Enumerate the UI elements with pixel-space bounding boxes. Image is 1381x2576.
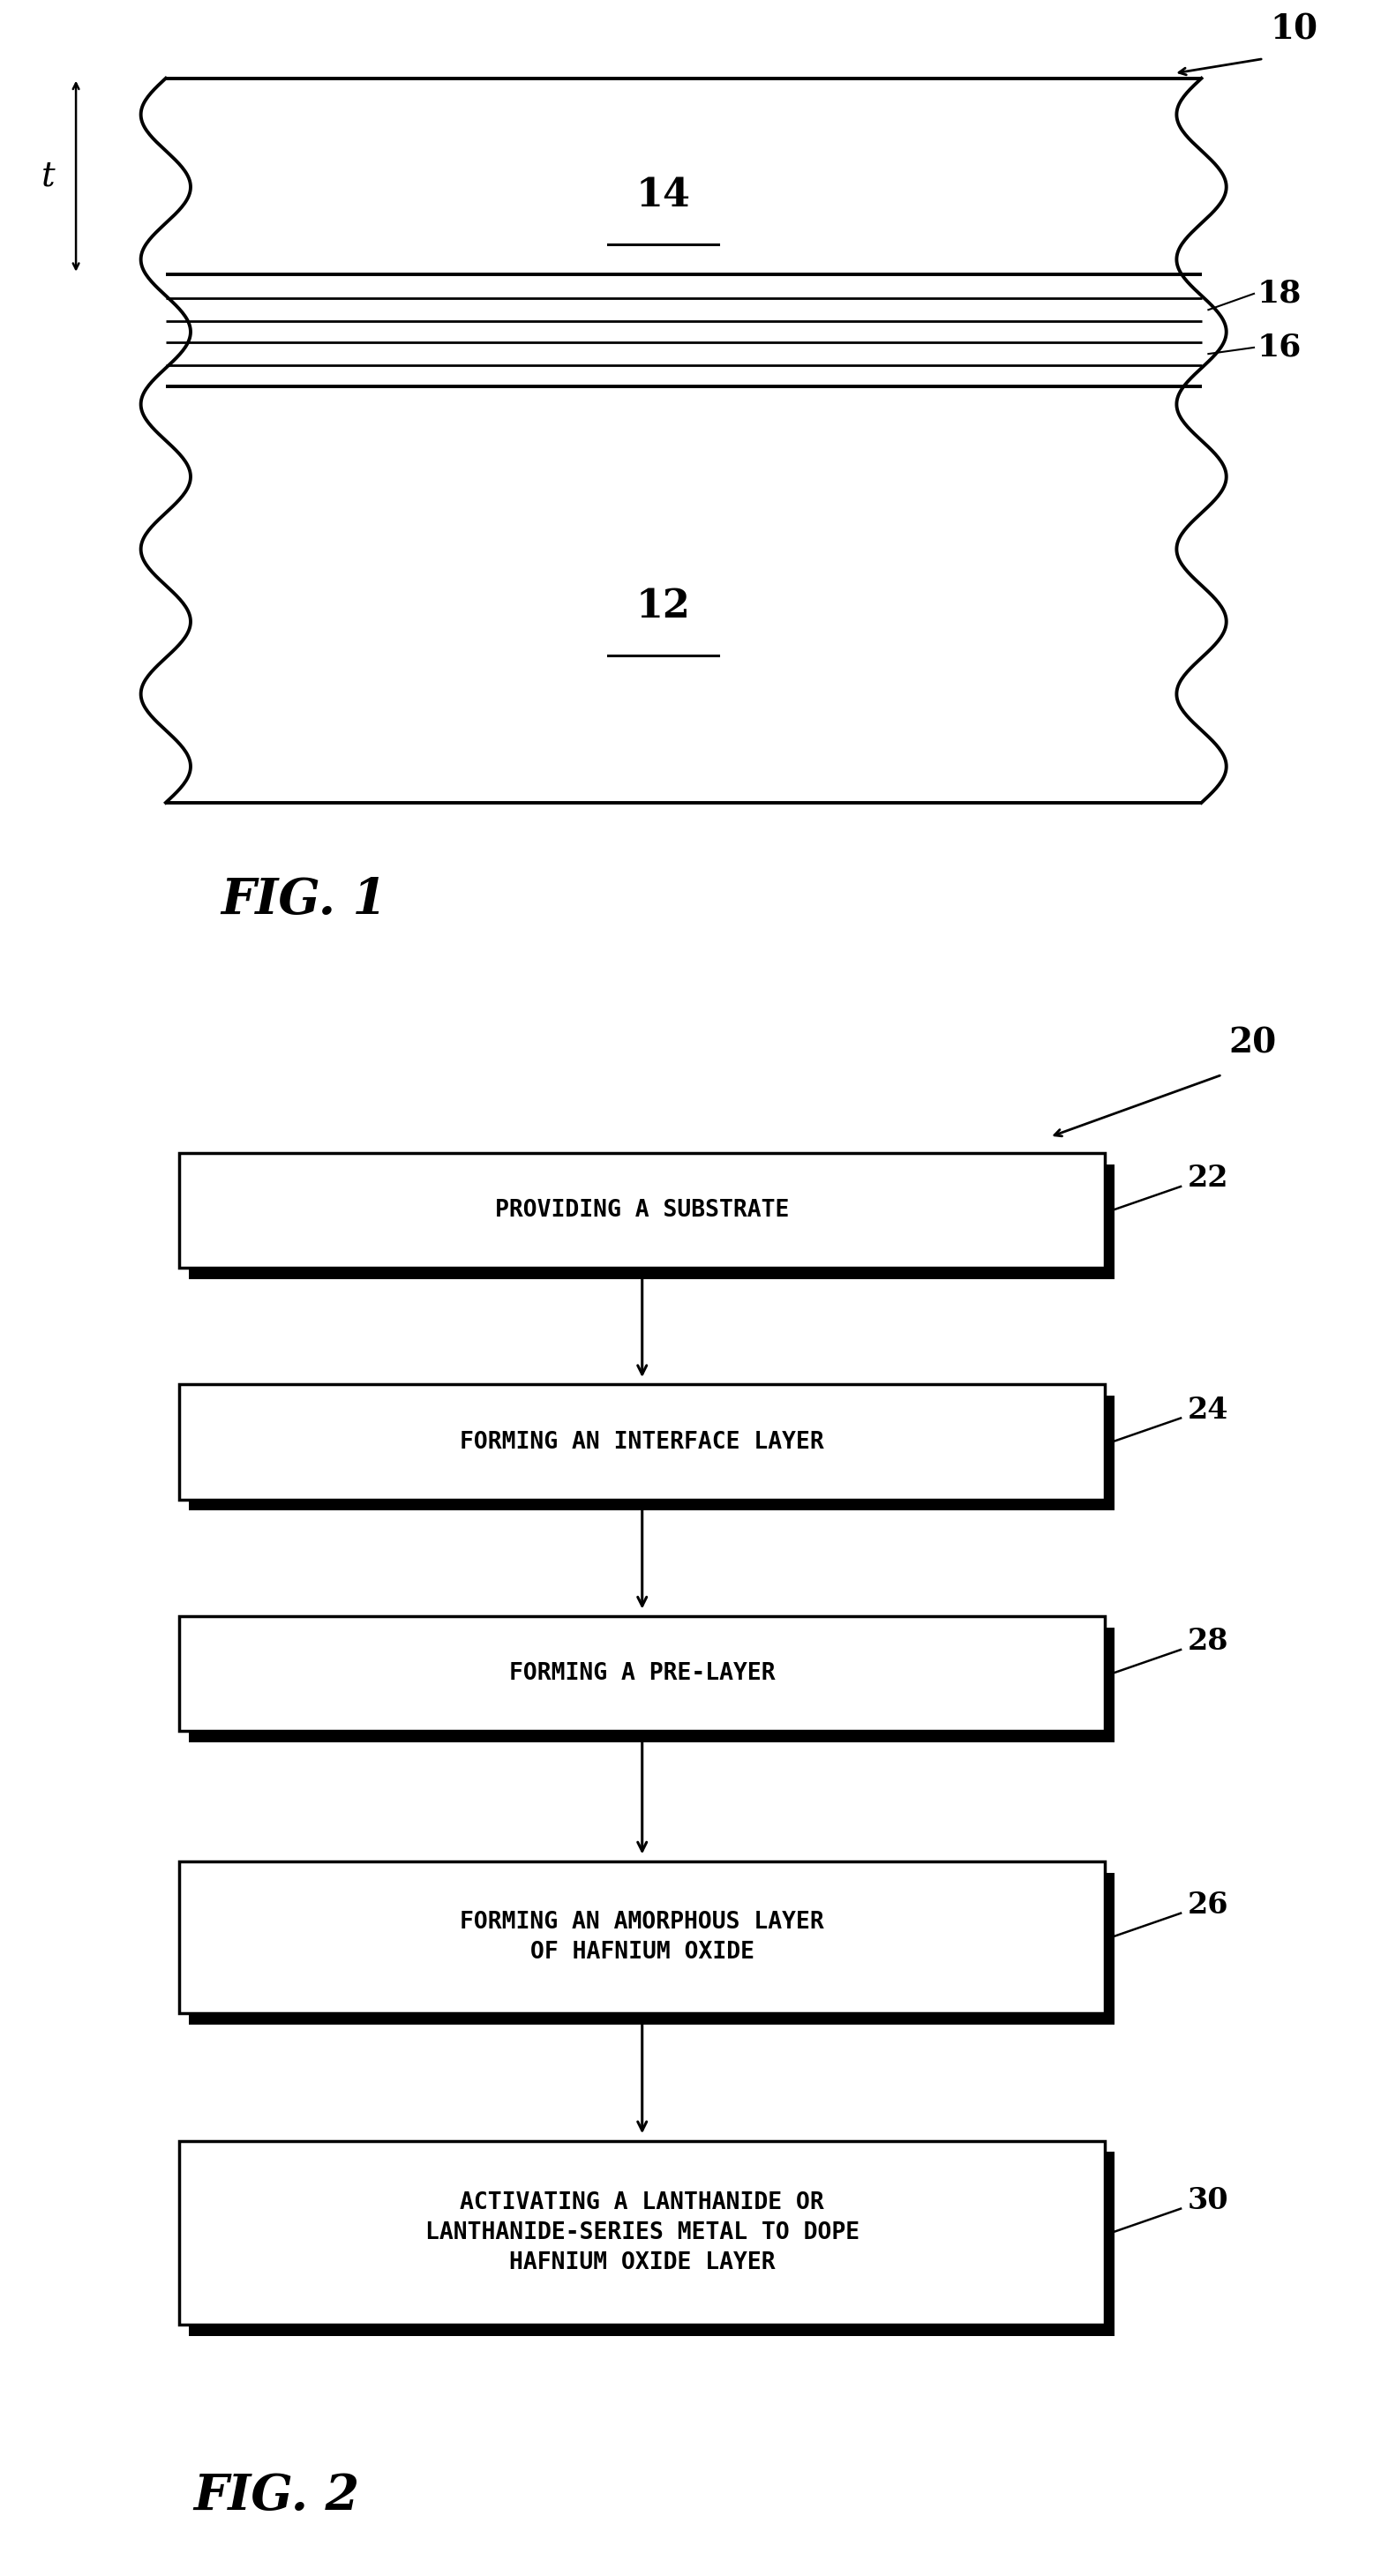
Bar <box>189 2151 1114 2336</box>
Bar <box>189 1396 1114 1510</box>
Text: FORMING A PRE-LAYER: FORMING A PRE-LAYER <box>510 1662 775 1685</box>
Text: FIG. 1: FIG. 1 <box>221 876 387 925</box>
Text: 26: 26 <box>1188 1891 1229 1919</box>
Text: 24: 24 <box>1188 1396 1229 1425</box>
Text: FORMING AN AMORPHOUS LAYER
OF HAFNIUM OXIDE: FORMING AN AMORPHOUS LAYER OF HAFNIUM OX… <box>460 1911 824 1963</box>
Text: 18: 18 <box>1257 278 1301 309</box>
Text: 28: 28 <box>1188 1628 1229 1656</box>
Bar <box>189 1164 1114 1280</box>
Text: 20: 20 <box>1229 1025 1277 1059</box>
Text: 16: 16 <box>1257 332 1301 363</box>
Bar <box>189 1628 1114 1741</box>
Bar <box>180 1862 1105 2012</box>
Bar <box>180 1383 1105 1499</box>
Bar <box>180 1154 1105 1267</box>
Text: 22: 22 <box>1188 1164 1229 1193</box>
Bar <box>180 2141 1105 2324</box>
Text: 14: 14 <box>635 178 690 214</box>
Text: FORMING AN INTERFACE LAYER: FORMING AN INTERFACE LAYER <box>460 1430 824 1453</box>
Bar <box>189 1873 1114 2025</box>
Text: t: t <box>41 160 55 193</box>
Text: FIG. 2: FIG. 2 <box>193 2473 359 2519</box>
Bar <box>180 1615 1105 1731</box>
Text: PROVIDING A SUBSTRATE: PROVIDING A SUBSTRATE <box>494 1198 790 1221</box>
Text: ACTIVATING A LANTHANIDE OR
LANTHANIDE-SERIES METAL TO DOPE
HAFNIUM OXIDE LAYER: ACTIVATING A LANTHANIDE OR LANTHANIDE-SE… <box>425 2192 859 2275</box>
Text: 12: 12 <box>635 587 690 626</box>
Text: 10: 10 <box>1271 13 1319 46</box>
Text: 30: 30 <box>1188 2187 1229 2215</box>
